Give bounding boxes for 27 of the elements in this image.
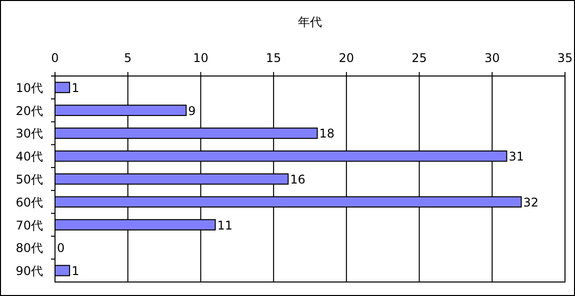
chart-title: 年代 <box>298 15 322 29</box>
data-label: 1 <box>72 80 80 95</box>
x-tick-label: 0 <box>51 51 59 65</box>
data-label: 11 <box>217 218 233 232</box>
x-tick-label: 30 <box>484 51 500 65</box>
data-label: 18 <box>319 126 335 141</box>
y-tick-label: 20代 <box>16 104 43 118</box>
data-label: 9 <box>188 104 196 118</box>
y-tick-label: 70代 <box>16 218 43 232</box>
x-tick-label: 5 <box>124 51 132 65</box>
y-tick-label: 50代 <box>16 172 43 186</box>
x-tick-label: 15 <box>266 51 282 65</box>
data-label: 16 <box>290 172 306 186</box>
y-tick-label: 40代 <box>16 150 43 164</box>
y-tick-label: 90代 <box>16 264 43 278</box>
x-tick-label: 10 <box>193 51 208 65</box>
y-tick-label: 10代 <box>16 80 43 95</box>
data-label: 31 <box>508 150 524 164</box>
x-tick-label: 35 <box>557 51 573 65</box>
y-tick-label: 60代 <box>16 195 43 210</box>
y-tick-label: 80代 <box>16 241 43 256</box>
y-tick-label: 30代 <box>16 126 43 141</box>
x-tick-label: 20 <box>338 51 354 65</box>
x-tick-label: 25 <box>412 51 427 65</box>
data-label: 1 <box>72 264 80 278</box>
data-label: 0 <box>57 241 65 256</box>
data-label: 32 <box>523 195 539 210</box>
